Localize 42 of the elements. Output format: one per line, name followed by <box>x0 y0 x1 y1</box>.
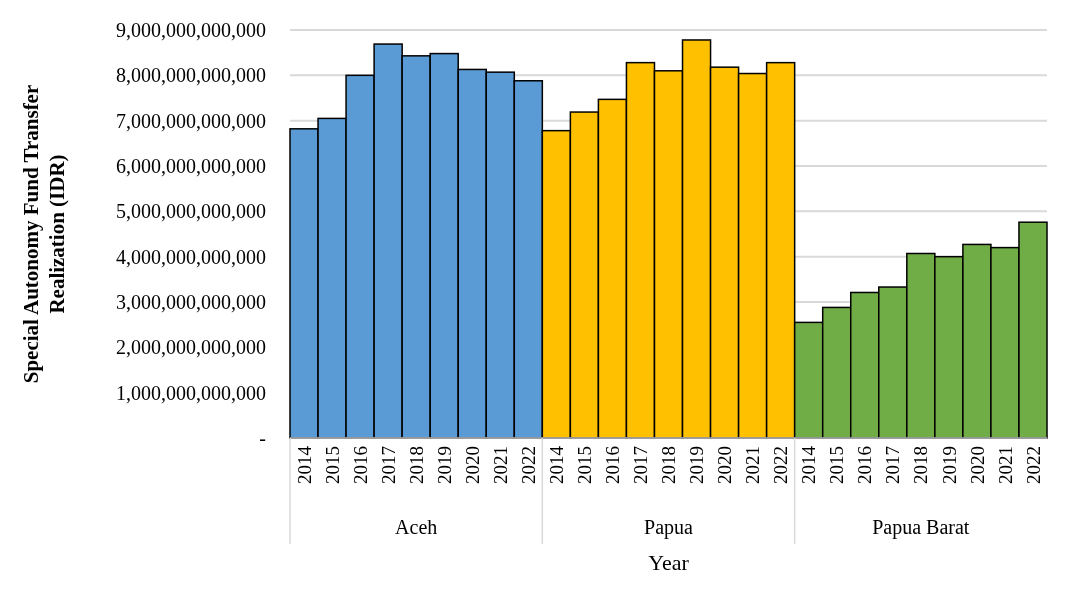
y-tick-label: 3,000,000,000,000 <box>116 291 266 313</box>
x-tick-label: 2017 <box>630 446 652 484</box>
x-tick-label: 2014 <box>798 445 820 484</box>
y-tick-label: 7,000,000,000,000 <box>116 109 266 132</box>
y-tick-label: - <box>259 427 266 449</box>
x-tick-label: 2021 <box>489 446 511 484</box>
x-tick-label: 2014 <box>293 445 315 484</box>
x-axis-title: Year <box>648 550 690 575</box>
x-tick-label: 2014 <box>546 445 567 484</box>
x-tick-label: 2021 <box>994 446 1016 484</box>
x-tick-label: 2016 <box>602 446 624 484</box>
y-tick-label: 1,000,000,000,000 <box>116 381 266 404</box>
y-tick-label: 8,000,000,000,000 <box>116 64 266 87</box>
y-axis-title: Special Autonomy Fund Transfer Realization (IDR) <box>19 84 69 384</box>
x-tick-label: 2017 <box>377 446 399 484</box>
text: Papua <box>644 516 694 539</box>
y-tick-label: 6,000,000,000,000 <box>116 155 266 177</box>
x-tick-label: 2022 <box>1022 446 1044 484</box>
y-tick-label: 2,000,000,000,000 <box>116 336 266 359</box>
x-tick-label: 2015 <box>574 446 596 484</box>
x-tick-label: 2016 <box>854 446 876 484</box>
x-tick-label: 2019 <box>433 446 455 484</box>
x-tick-label: 2015 <box>826 446 848 484</box>
x-tick-label: 2019 <box>686 446 708 484</box>
y-tick-label: 4,000,000,000,000 <box>116 245 266 268</box>
x-tick-label: 2022 <box>517 446 539 484</box>
x-tick-label: 2016 <box>349 446 371 484</box>
text: Aceh <box>395 516 438 538</box>
x-tick-label: 2018 <box>405 446 427 484</box>
x-tick-label: 2017 <box>882 446 904 484</box>
text: Papua Barat <box>872 516 970 539</box>
x-tick-label: 2020 <box>714 446 736 484</box>
x-tick-label: 2015 <box>321 446 343 484</box>
y-tick-label: 9,000,000,000,000 <box>116 19 266 41</box>
x-tick-label: 2019 <box>938 446 960 484</box>
y-tick-label: 5,000,000,000,000 <box>116 200 266 223</box>
x-tick-label: 2020 <box>966 446 988 484</box>
x-tick-label: 2018 <box>658 446 680 484</box>
x-tick-label: 2021 <box>742 446 764 484</box>
x-tick-label: 2022 <box>770 446 792 484</box>
x-tick-label: 2018 <box>910 446 932 484</box>
x-tick-label: 2020 <box>461 446 483 484</box>
